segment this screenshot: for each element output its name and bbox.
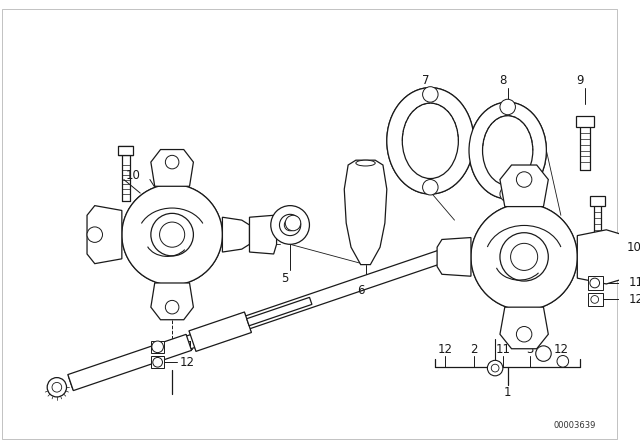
Polygon shape: [588, 293, 604, 306]
Ellipse shape: [483, 116, 533, 185]
Circle shape: [159, 222, 185, 247]
Text: 11: 11: [495, 343, 510, 356]
Circle shape: [152, 341, 163, 353]
Polygon shape: [189, 312, 252, 351]
Text: 12: 12: [554, 343, 568, 356]
Circle shape: [122, 184, 223, 285]
Text: 10: 10: [125, 169, 141, 182]
Circle shape: [516, 327, 532, 342]
Text: 6: 6: [357, 284, 364, 297]
Circle shape: [488, 360, 503, 376]
Circle shape: [52, 383, 61, 392]
Polygon shape: [151, 150, 193, 186]
Circle shape: [87, 227, 102, 242]
Text: 2: 2: [470, 343, 477, 356]
Polygon shape: [588, 276, 604, 290]
Text: 1: 1: [504, 386, 511, 399]
Circle shape: [153, 358, 163, 367]
Text: 7: 7: [422, 74, 429, 87]
Text: 5: 5: [282, 271, 289, 284]
Polygon shape: [151, 341, 164, 353]
Circle shape: [422, 86, 438, 102]
Polygon shape: [246, 297, 312, 326]
Circle shape: [151, 213, 193, 256]
Circle shape: [471, 204, 577, 310]
Text: 8: 8: [499, 74, 506, 87]
Polygon shape: [68, 334, 191, 391]
Polygon shape: [500, 165, 548, 207]
Ellipse shape: [387, 88, 474, 194]
Ellipse shape: [469, 102, 547, 199]
Circle shape: [590, 278, 600, 288]
Text: 00003639: 00003639: [553, 421, 595, 430]
Circle shape: [165, 301, 179, 314]
Circle shape: [516, 172, 532, 187]
Ellipse shape: [387, 88, 474, 194]
Text: 10: 10: [627, 241, 640, 254]
Polygon shape: [151, 357, 164, 368]
Circle shape: [536, 346, 551, 362]
Polygon shape: [344, 160, 387, 265]
Polygon shape: [68, 250, 442, 389]
Ellipse shape: [403, 103, 458, 179]
Circle shape: [500, 186, 515, 202]
Circle shape: [271, 206, 310, 244]
Circle shape: [422, 180, 438, 195]
Circle shape: [47, 378, 67, 397]
Circle shape: [511, 243, 538, 271]
Text: 12: 12: [180, 356, 195, 369]
Text: 12: 12: [437, 343, 452, 356]
Circle shape: [492, 364, 499, 372]
Text: 3: 3: [526, 343, 534, 356]
Circle shape: [285, 215, 301, 231]
Text: 11: 11: [180, 340, 195, 353]
Polygon shape: [118, 146, 134, 155]
Circle shape: [500, 233, 548, 281]
Ellipse shape: [356, 160, 375, 166]
Polygon shape: [437, 237, 471, 276]
Text: 4: 4: [153, 169, 160, 182]
Polygon shape: [577, 230, 628, 284]
Circle shape: [557, 356, 568, 367]
Polygon shape: [500, 307, 548, 349]
Polygon shape: [577, 116, 594, 127]
Polygon shape: [250, 215, 276, 254]
Text: 9: 9: [577, 74, 584, 87]
Text: 12: 12: [628, 293, 640, 306]
Circle shape: [165, 155, 179, 169]
Text: 11: 11: [628, 276, 640, 289]
Circle shape: [280, 214, 301, 236]
Circle shape: [471, 204, 577, 310]
Circle shape: [591, 296, 598, 303]
Ellipse shape: [469, 102, 547, 199]
Circle shape: [284, 219, 296, 231]
Polygon shape: [223, 217, 250, 252]
Polygon shape: [87, 206, 122, 264]
Polygon shape: [590, 196, 605, 206]
Polygon shape: [151, 283, 193, 320]
Circle shape: [122, 184, 223, 285]
Circle shape: [500, 99, 515, 115]
